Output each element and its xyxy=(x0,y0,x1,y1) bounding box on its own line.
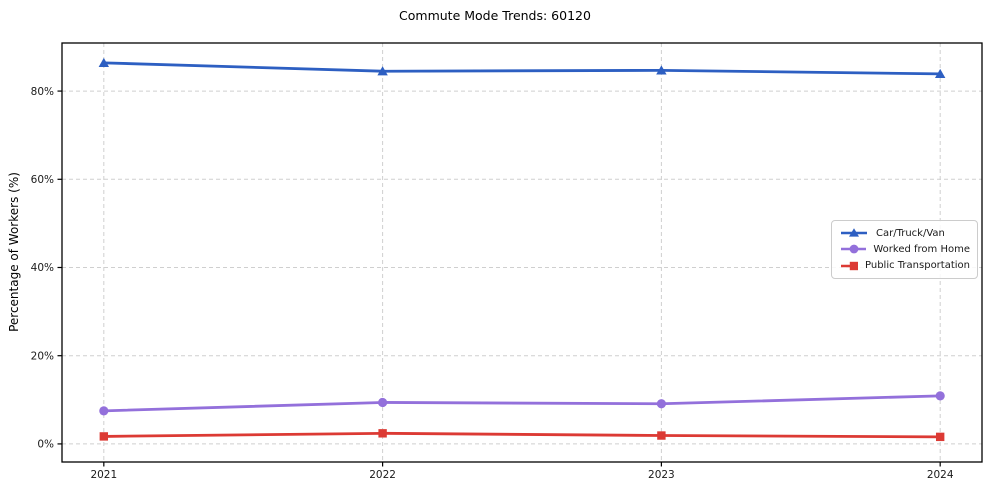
data-point-square xyxy=(657,431,666,440)
x-tick-label: 2022 xyxy=(369,469,396,481)
data-point-square xyxy=(378,429,387,438)
legend: Car/Truck/Van Worked from Home Public Tr… xyxy=(831,220,978,279)
data-point-square xyxy=(935,432,945,442)
plot-border xyxy=(61,42,983,463)
chart-title: Commute Mode Trends: 60120 xyxy=(399,8,591,23)
series-line xyxy=(102,394,942,413)
data-point-circle xyxy=(935,391,945,401)
legend-label: Worked from Home xyxy=(873,243,970,255)
series-line xyxy=(102,431,942,439)
line-square-swatch-icon xyxy=(841,261,859,271)
data-point-triangle xyxy=(656,65,667,75)
x-tick-label: 2021 xyxy=(90,469,117,481)
data-point-triangle xyxy=(934,68,946,78)
legend-item-worked-from-home: Worked from Home xyxy=(839,243,970,255)
data-point-triangle xyxy=(377,66,388,76)
data-point-triangle xyxy=(98,57,110,67)
data-point-circle xyxy=(99,406,109,416)
y-tick-label: 60% xyxy=(31,174,54,186)
x-tick-label: 2024 xyxy=(927,469,954,481)
data-point-circle xyxy=(378,397,388,408)
series-line xyxy=(102,61,942,76)
data-point-circle xyxy=(656,399,666,409)
x-tick-label: 2023 xyxy=(648,469,675,481)
legend-item-public-transportation: Public Transportation xyxy=(839,260,970,272)
y-tick-label: 0% xyxy=(37,439,54,451)
legend-label: Car/Truck/Van xyxy=(876,227,945,239)
legend-item-car-truck-van: Car/Truck/Van xyxy=(839,227,970,239)
y-tick-label: 80% xyxy=(31,86,54,98)
legend-label: Public Transportation xyxy=(865,260,970,272)
y-tick-label: 20% xyxy=(31,350,54,362)
y-tick-label: 40% xyxy=(31,262,54,274)
line-triangle-swatch-icon xyxy=(841,228,867,237)
data-point-square xyxy=(99,432,109,441)
line-circle-swatch-icon xyxy=(841,245,867,254)
